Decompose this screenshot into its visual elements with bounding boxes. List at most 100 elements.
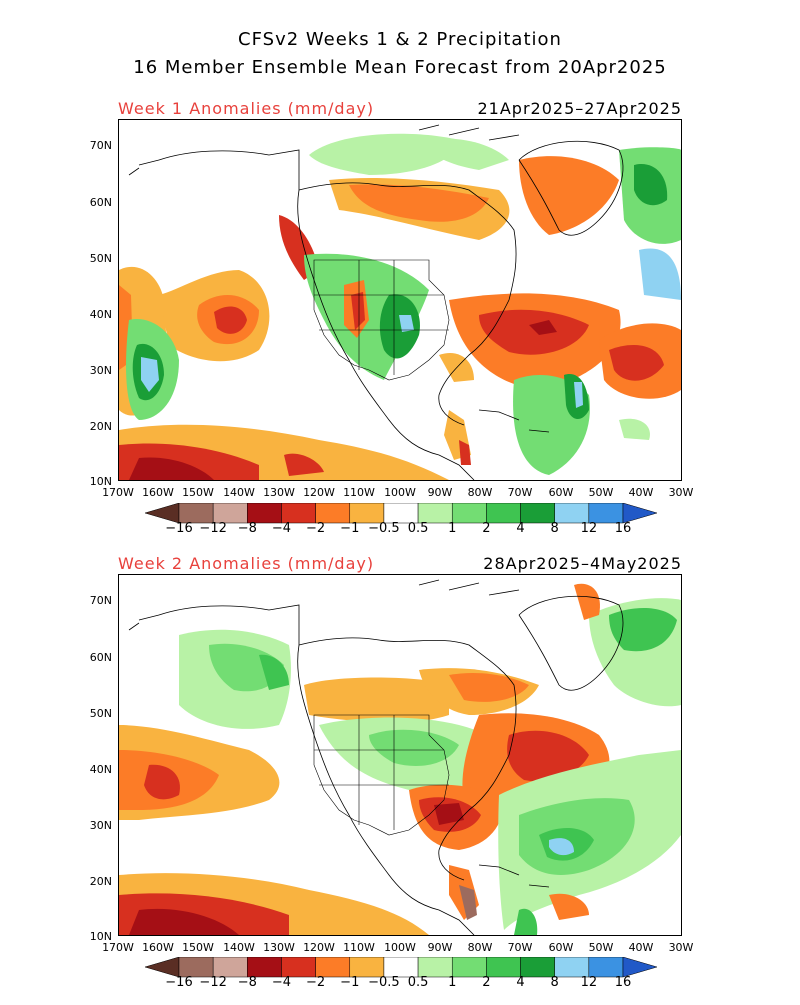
lat-label: 20N — [89, 875, 112, 888]
colorbar-tick-label: −8 — [237, 521, 257, 536]
lon-label: 50W — [588, 486, 614, 499]
colorbar-tick-label: 8 — [550, 975, 559, 990]
colorbar-swatch — [417, 503, 453, 524]
lon-label: 140W — [223, 941, 255, 954]
colorbar-tick-label: 16 — [614, 521, 632, 536]
colorbar-swatch — [281, 503, 316, 524]
colorbar-swatch — [281, 957, 316, 978]
lat-label: 60N — [89, 651, 112, 664]
colorbar-swatch — [178, 957, 214, 978]
colorbar-tick-label: 1 — [448, 975, 457, 990]
lat-label: 30N — [89, 819, 112, 832]
colorbar-swatch — [588, 503, 624, 524]
colorbar-tick-label: −16 — [165, 521, 193, 536]
colorbar-swatch — [554, 957, 590, 978]
colorbar-tick-label: −12 — [199, 975, 227, 990]
week1-colorbar: −16 −12 −8 −4 −2 −1 −0.5 0.5 1 2 4 8 12 16 — [0, 501, 800, 551]
colorbar-swatch — [315, 957, 351, 978]
lon-label: 120W — [303, 941, 335, 954]
lat-label: 20N — [89, 420, 112, 433]
lon-label: 70W — [507, 486, 533, 499]
lon-label: 90W — [427, 941, 453, 954]
lon-label: 100W — [384, 486, 416, 499]
lat-label: 40N — [89, 308, 112, 321]
colorbar-tick-label: 1 — [448, 521, 457, 536]
week1-anomaly-fill — [119, 133, 681, 480]
lon-label: 40W — [628, 941, 654, 954]
colorbar-tick-label: −2 — [306, 521, 326, 536]
week2-map — [118, 574, 682, 936]
colorbar-tick-label: 12 — [580, 521, 598, 536]
colorbar-swatch — [383, 957, 419, 978]
lon-label: 150W — [182, 941, 214, 954]
week1-date-range: 21Apr2025–27Apr2025 — [477, 99, 682, 118]
colorbar-swatch — [212, 503, 248, 524]
colorbar-tick-label: 2 — [482, 521, 491, 536]
lon-label: 50W — [588, 941, 614, 954]
lon-label: 90W — [427, 486, 453, 499]
lon-label: 110W — [343, 486, 375, 499]
lon-label: 160W — [142, 941, 174, 954]
lon-label: 30W — [668, 941, 694, 954]
lon-label: 60W — [548, 941, 574, 954]
colorbar-low-arrow — [144, 957, 180, 978]
colorbar-tick-label: −1 — [340, 975, 360, 990]
week1-panel-label: Week 1 Anomalies (mm/day) — [118, 99, 375, 118]
week1-map — [118, 119, 682, 481]
lat-label: 50N — [89, 252, 112, 265]
colorbar-swatch — [247, 957, 282, 978]
colorbar-tick-label: 12 — [580, 975, 598, 990]
lon-label: 100W — [384, 941, 416, 954]
lat-label: 70N — [89, 139, 112, 152]
colorbar-tick-label: −4 — [271, 521, 292, 536]
colorbar-tick-label: 2 — [482, 975, 491, 990]
lat-label: 10N — [89, 930, 112, 943]
colorbar-tick-label: −8 — [237, 975, 257, 990]
lon-label: 170W — [102, 486, 134, 499]
lon-label: 170W — [102, 941, 134, 954]
colorbar-swatch — [520, 957, 555, 978]
lon-label: 140W — [223, 486, 255, 499]
colorbar-high-arrow — [622, 503, 658, 524]
lon-label: 80W — [467, 941, 493, 954]
colorbar-tick-label: −0.5 — [368, 521, 400, 536]
colorbar-tick-label: −1 — [340, 521, 360, 536]
lon-label: 80W — [467, 486, 493, 499]
colorbar-tick-label: −2 — [306, 975, 326, 990]
title-line-2: 16 Member Ensemble Mean Forecast from 20… — [133, 57, 667, 78]
lat-label: 10N — [89, 475, 112, 488]
lon-label: 130W — [263, 941, 295, 954]
lat-label: 70N — [89, 594, 112, 607]
lat-label: 30N — [89, 364, 112, 377]
colorbar-tick-label: −12 — [199, 521, 227, 536]
week2-anomaly-fill — [119, 583, 681, 935]
lon-label: 130W — [263, 486, 295, 499]
lon-label: 60W — [548, 486, 574, 499]
colorbar-swatch — [486, 503, 521, 524]
lon-label: 120W — [303, 486, 335, 499]
lon-label: 70W — [507, 941, 533, 954]
colorbar-swatch — [349, 957, 385, 978]
lon-label: 110W — [343, 941, 375, 954]
week2-panel-label: Week 2 Anomalies (mm/day) — [118, 554, 375, 573]
colorbar-tick-label: 8 — [550, 521, 559, 536]
lon-label: 40W — [628, 486, 654, 499]
lon-label: 160W — [142, 486, 174, 499]
week2-colorbar: −16 −12 −8 −4 −2 −1 −0.5 0.5 1 2 4 8 12 16 — [0, 955, 800, 1005]
colorbar-tick-label: −0.5 — [368, 975, 400, 990]
colorbar-swatch — [212, 957, 248, 978]
lon-label: 30W — [668, 486, 694, 499]
week2-state-borders — [313, 714, 450, 836]
week1-coastlines — [128, 124, 624, 480]
colorbar-low-arrow — [144, 503, 180, 524]
colorbar-tick-label: −4 — [271, 975, 292, 990]
colorbar-swatch — [554, 503, 590, 524]
colorbar-tick-label: 16 — [614, 975, 632, 990]
week2-date-range: 28Apr2025–4May2025 — [483, 554, 682, 573]
colorbar-swatch — [520, 503, 555, 524]
colorbar-tick-label: 0.5 — [407, 975, 429, 990]
colorbar-tick-label: 4 — [516, 521, 525, 536]
colorbar-swatch — [417, 957, 453, 978]
colorbar-swatch — [315, 503, 351, 524]
lat-label: 50N — [89, 707, 112, 720]
